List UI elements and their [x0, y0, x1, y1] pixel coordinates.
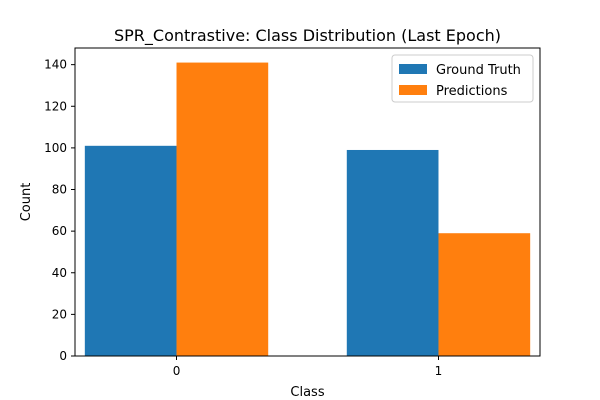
- legend: Ground Truth Predictions: [391, 54, 534, 103]
- y-tick-label: 140: [44, 58, 67, 72]
- y-tick-label: 40: [52, 266, 67, 280]
- legend-label: Ground Truth: [436, 63, 521, 78]
- y-tick-label: 120: [44, 99, 67, 113]
- bar-ground-truth-class-0: [84, 145, 177, 356]
- bar-ground-truth-class-1: [346, 149, 439, 356]
- y-tick-label: 100: [44, 141, 67, 155]
- y-tick-label: 60: [52, 224, 67, 238]
- legend-swatch: [399, 64, 427, 74]
- legend-label: Predictions: [436, 84, 508, 99]
- bar-predictions-class-0: [176, 62, 269, 356]
- axes-frame: [74, 47, 541, 357]
- plot-area: 0 20 40 60 80 100 120 140 0 1: [44, 47, 541, 378]
- legend-box: [391, 54, 534, 103]
- y-axis-label: Count: [19, 183, 34, 222]
- x-tick-label: 0: [173, 364, 181, 378]
- bar-predictions-class-1: [438, 233, 531, 356]
- legend-swatch: [399, 85, 427, 95]
- x-axis-label: Class: [290, 385, 324, 400]
- y-tick-label: 20: [52, 307, 67, 321]
- y-tick-label: 80: [52, 183, 67, 197]
- chart-title: SPR_Contrastive: Class Distribution (Las…: [114, 26, 501, 46]
- x-tick-label: 1: [435, 364, 443, 378]
- y-tick-label: 0: [59, 349, 67, 363]
